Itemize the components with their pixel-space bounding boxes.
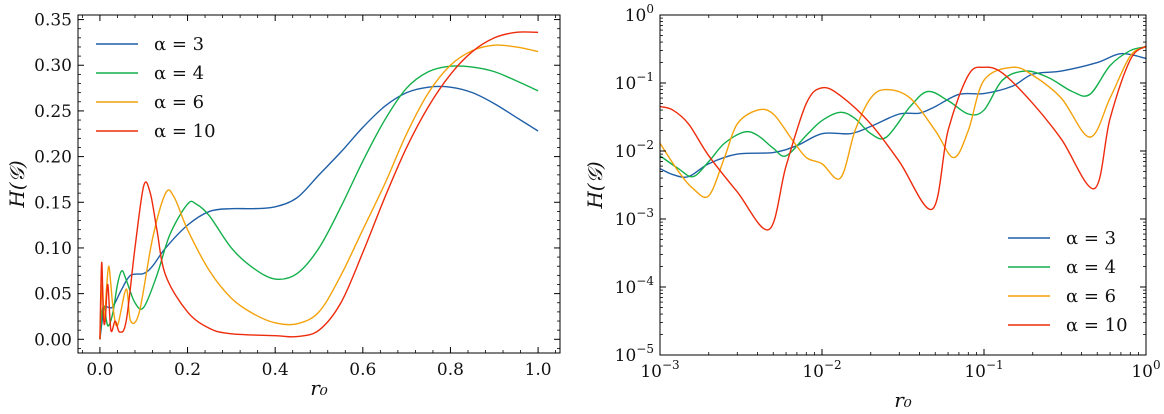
- legend-label: α = 6: [1066, 286, 1116, 307]
- series-group: [99, 31, 539, 340]
- y-tick-label: 0.15: [34, 193, 72, 213]
- y-tick-label: 10−1: [615, 70, 654, 94]
- legend-label: α = 3: [154, 34, 204, 55]
- legend-label: α = 6: [154, 92, 204, 113]
- series-line-alpha-3: [660, 52, 1146, 178]
- y-tick-label: 10−4: [615, 274, 655, 298]
- y-tick-label: 0.05: [34, 285, 72, 305]
- legend: α = 3 α = 4 α = 6 α = 10: [1008, 228, 1128, 336]
- series-line-alpha-4: [660, 46, 1146, 178]
- x-tick-label: 10−2: [802, 358, 841, 382]
- y-axis-label: H(𝒢): [5, 160, 29, 208]
- x-tick-label: 100: [1131, 358, 1160, 382]
- ticks: [78, 15, 560, 353]
- series-group: [660, 45, 1146, 231]
- series-line-alpha-10: [99, 31, 539, 340]
- legend-label: α = 10: [154, 121, 216, 142]
- x-tick-label: 10−1: [964, 358, 1003, 382]
- chart-panel-loglog: 10−3 10−2 10−1 100 10−5 10−4 10−3 10−2 10−1 100 r₀…: [583, 2, 1161, 412]
- x-axis-label: r₀: [894, 388, 912, 412]
- axes-frame: [77, 14, 561, 354]
- x-axis-label: r₀: [310, 376, 328, 400]
- y-tick-label: 0.20: [34, 148, 72, 168]
- legend: α = 3 α = 4 α = 6 α = 10: [96, 34, 216, 142]
- y-tick-label: 0.25: [34, 102, 72, 122]
- y-tick-label: 0.30: [34, 56, 72, 76]
- y-tick-label: 10−5: [615, 342, 654, 366]
- legend-label: α = 4: [1066, 257, 1116, 278]
- x-tick-label: 0.4: [262, 360, 289, 380]
- y-tick-label: 10−3: [615, 206, 654, 230]
- x-tick-label: 0.2: [174, 360, 201, 380]
- legend-label: α = 4: [154, 63, 204, 84]
- series-line-alpha-6: [99, 44, 539, 340]
- x-tick-label: 10−3: [640, 358, 679, 382]
- ticks: [659, 14, 1147, 356]
- legend-label: α = 10: [1066, 315, 1128, 336]
- y-tick-label: 0.00: [34, 330, 72, 350]
- y-axis-label: H(𝒢): [583, 161, 607, 209]
- axes-frame: [659, 14, 1147, 356]
- y-tick-label: 100: [625, 2, 654, 26]
- y-tick-label: 0.10: [34, 239, 72, 259]
- x-tick-label: 0.0: [86, 360, 113, 380]
- x-tick-label: 1.0: [525, 360, 552, 380]
- x-tick-label: 0.6: [349, 360, 376, 380]
- series-line-alpha-10: [660, 45, 1146, 231]
- y-tick-label: 10−2: [615, 138, 654, 162]
- y-tick-label: 0.35: [34, 11, 72, 31]
- chart-panel-linear: 0.0 0.2 0.4 0.6 0.8 1.0 0.00 0.05 0.10 0.15 0.20 0.…: [5, 11, 561, 400]
- x-tick-label: 0.8: [437, 360, 464, 380]
- legend-label: α = 3: [1066, 228, 1116, 249]
- series-line-alpha-6: [660, 46, 1146, 199]
